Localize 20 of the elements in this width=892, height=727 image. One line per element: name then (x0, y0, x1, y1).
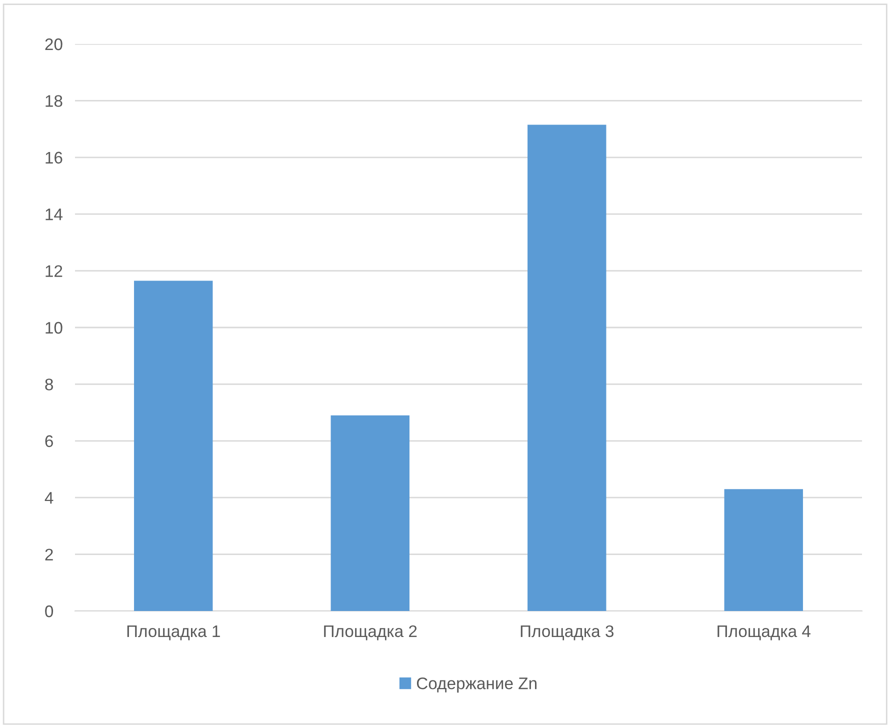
y-tick-label: 4 (44, 492, 54, 504)
x-tick-label: Площадка 1 (127, 626, 220, 640)
x-tick-label: Площадка 3 (520, 625, 614, 640)
legend-label: Содержание Zn (416, 677, 536, 693)
x-tick-label: Площадка 4 (718, 626, 810, 640)
bar (134, 280, 213, 611)
y-tick-label: 18 (46, 95, 62, 107)
y-tick-label: 10 (46, 322, 62, 334)
y-tick-label: 16 (46, 152, 62, 164)
bar (528, 124, 606, 611)
x-tick-label: Площадка 2 (324, 625, 417, 640)
y-tick-label: 12 (46, 265, 62, 277)
y-tick-label: 2 (45, 548, 53, 560)
y-tick-label: 6 (45, 435, 53, 448)
y-tick-label: 20 (45, 38, 62, 50)
bar (724, 489, 803, 611)
y-tick-label: 14 (46, 208, 62, 220)
y-tick-label: 0 (45, 605, 54, 618)
y-tick-label: 8 (45, 378, 53, 390)
bar (330, 415, 410, 611)
